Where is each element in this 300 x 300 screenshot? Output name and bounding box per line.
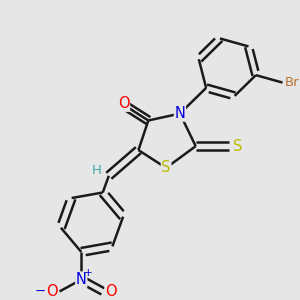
Text: O: O: [105, 284, 117, 299]
Text: O: O: [118, 96, 129, 111]
Text: S: S: [161, 160, 171, 175]
Text: S: S: [232, 139, 242, 154]
Text: O: O: [46, 284, 58, 299]
Text: +: +: [84, 268, 92, 278]
Text: Br: Br: [285, 76, 300, 89]
Text: H: H: [92, 164, 102, 177]
Text: N: N: [175, 106, 185, 121]
Text: −: −: [34, 285, 45, 298]
Text: N: N: [76, 272, 87, 287]
